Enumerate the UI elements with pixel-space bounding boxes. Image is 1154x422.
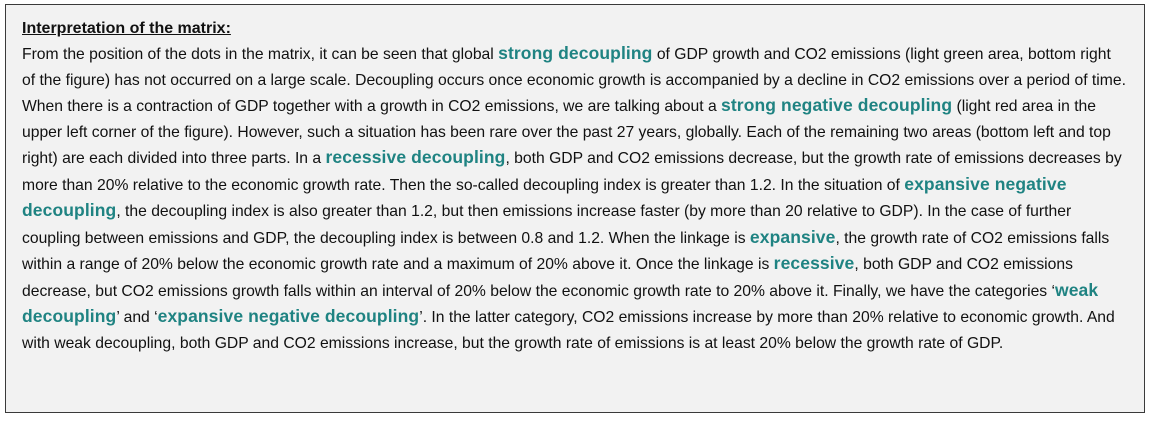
interpretation-box: Interpretation of the matrix: From the p… bbox=[5, 4, 1145, 413]
text-segment: ’. In the latter category, CO2 emissions… bbox=[22, 309, 1115, 352]
section-heading: Interpretation of the matrix: bbox=[22, 20, 231, 37]
term-weak-decoupling: weak decoupling bbox=[22, 279, 1099, 327]
term-strong-decoupling: strong decoupling bbox=[498, 43, 653, 63]
term-recessive: recessive bbox=[773, 253, 855, 273]
term-expansive-negative-decoupling-2: expansive negative decoupling bbox=[157, 306, 420, 326]
text-segment: From the position of the dots in the mat… bbox=[22, 46, 499, 63]
interpretation-paragraph: From the position of the dots in the mat… bbox=[22, 41, 1128, 356]
text-segment: of GDP growth and CO2 emissions (light g… bbox=[22, 46, 1126, 115]
text-segment: , the growth rate of CO2 emissions falls… bbox=[22, 229, 1110, 274]
term-strong-negative-decoupling: strong negative decoupling bbox=[721, 95, 953, 115]
text-segment: , the decoupling index is also greater t… bbox=[22, 203, 1072, 247]
text-segment: , both GDP and CO2 emissions decrease, b… bbox=[22, 256, 1073, 300]
term-expansive-negative-decoupling: expansive negative decoupling bbox=[22, 173, 1067, 221]
text-segment: , both GDP and CO2 emissions decrease, b… bbox=[22, 150, 1122, 194]
text-segment: (light red area in the upper left corner… bbox=[22, 98, 1111, 167]
text-segment: ’ and ‘ bbox=[116, 309, 158, 326]
term-expansive: expansive bbox=[749, 226, 836, 247]
term-recessive-decoupling: recessive decoupling bbox=[325, 147, 506, 167]
